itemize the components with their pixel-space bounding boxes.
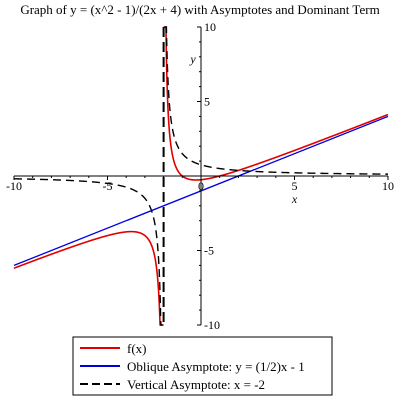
- y-ticks: -10 -5 5 10: [197, 20, 220, 332]
- y-tick-label: 10: [204, 20, 216, 34]
- y-tick-label: -5: [204, 244, 214, 258]
- y-tick-label: -10: [204, 318, 220, 332]
- legend-label: Vertical Asymptote: x = -2: [127, 377, 265, 392]
- plot-area: -10 -5 0 5 10 -10 -5 5 10 x y: [6, 20, 394, 332]
- series-f-curve: [13, 230, 164, 326]
- y-tick-label: 5: [204, 95, 210, 109]
- legend-label: Oblique Asymptote: y = (1/2)x - 1: [127, 359, 305, 374]
- x-tick-label: -5: [103, 179, 113, 193]
- x-tick-label: 0: [198, 179, 204, 193]
- x-tick-label: -10: [6, 179, 22, 193]
- legend-entries: f(x) Oblique Asymptote: y = (1/2)x - 1 Ver…: [80, 341, 305, 392]
- x-ticks: -10 -5 0 5 10: [6, 176, 394, 193]
- legend-label: f(x): [127, 341, 147, 356]
- x-tick-label: 10: [382, 179, 394, 193]
- chart-title: Graph of y = (x^2 - 1)/(2x + 4) with Asy…: [20, 2, 379, 17]
- x-axis-label: x: [291, 192, 298, 206]
- y-axis-label: y: [189, 52, 196, 66]
- series-dominant-term-curve: [164, 26, 389, 175]
- legend: f(x) Oblique Asymptote: y = (1/2)x - 1 Ver…: [72, 336, 333, 396]
- x-tick-label: 5: [292, 179, 298, 193]
